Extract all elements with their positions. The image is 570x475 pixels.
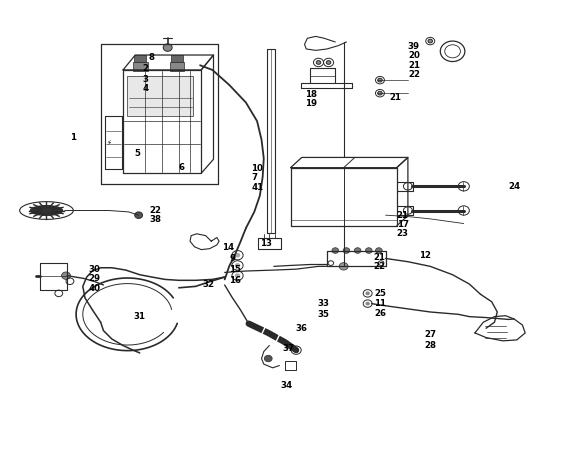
Text: 41: 41: [251, 183, 263, 192]
Bar: [170, 62, 185, 71]
Circle shape: [332, 248, 339, 253]
Text: 2: 2: [142, 65, 149, 74]
Text: 11: 11: [374, 299, 386, 308]
Text: 24: 24: [508, 182, 520, 191]
Text: 22: 22: [150, 206, 162, 215]
Circle shape: [365, 292, 370, 295]
Text: 21: 21: [373, 253, 385, 262]
Text: 32: 32: [202, 280, 214, 288]
Circle shape: [355, 248, 361, 253]
Text: 31: 31: [133, 312, 145, 321]
Text: 9: 9: [229, 254, 235, 263]
Text: 20: 20: [408, 51, 420, 60]
Text: 15: 15: [229, 265, 241, 274]
Text: 18: 18: [304, 90, 316, 99]
Text: ⚡: ⚡: [107, 140, 112, 145]
Bar: [134, 55, 146, 62]
Bar: [133, 62, 148, 71]
Text: 7: 7: [251, 173, 258, 182]
Text: 33: 33: [317, 299, 329, 308]
Text: 26: 26: [374, 309, 386, 318]
Text: 12: 12: [419, 251, 431, 260]
Circle shape: [339, 263, 348, 270]
Text: 3: 3: [142, 75, 149, 84]
Text: 22: 22: [408, 70, 420, 79]
Circle shape: [365, 248, 372, 253]
Text: 16: 16: [229, 276, 241, 285]
Circle shape: [327, 61, 331, 64]
Text: 27: 27: [425, 330, 437, 339]
Circle shape: [428, 39, 433, 43]
Text: 14: 14: [222, 243, 235, 252]
Text: 10: 10: [251, 164, 263, 173]
Text: 13: 13: [260, 238, 272, 247]
Text: 30: 30: [88, 265, 100, 274]
Text: 39: 39: [408, 42, 420, 51]
Text: 21: 21: [389, 94, 401, 102]
Bar: [128, 76, 193, 115]
Circle shape: [235, 253, 241, 257]
Circle shape: [365, 302, 370, 305]
Text: 40: 40: [88, 284, 100, 293]
Circle shape: [235, 273, 241, 278]
Circle shape: [264, 355, 272, 362]
Circle shape: [135, 212, 142, 218]
Text: 38: 38: [150, 215, 162, 224]
Ellipse shape: [30, 205, 63, 216]
Bar: [171, 55, 184, 62]
Circle shape: [163, 44, 172, 51]
Text: 37: 37: [282, 344, 294, 353]
Text: 6: 6: [179, 163, 185, 172]
Circle shape: [376, 248, 382, 253]
Text: 35: 35: [317, 310, 329, 319]
Text: 5: 5: [134, 149, 140, 158]
Circle shape: [62, 272, 71, 279]
Circle shape: [235, 263, 241, 268]
Circle shape: [343, 248, 350, 253]
Text: 4: 4: [142, 84, 149, 93]
Text: 28: 28: [425, 341, 437, 350]
Text: 23: 23: [397, 229, 409, 238]
Text: 36: 36: [295, 324, 307, 333]
Text: 17: 17: [397, 220, 409, 229]
Text: 34: 34: [280, 380, 292, 390]
Text: 21: 21: [397, 210, 409, 219]
Text: 21: 21: [408, 61, 420, 70]
Circle shape: [378, 78, 382, 82]
Text: 25: 25: [374, 289, 386, 298]
Text: 22: 22: [373, 262, 385, 271]
Text: 19: 19: [304, 99, 316, 108]
Circle shape: [294, 348, 299, 352]
Text: 1: 1: [70, 133, 76, 142]
Text: 8: 8: [148, 53, 154, 62]
Circle shape: [316, 61, 321, 64]
Circle shape: [378, 91, 382, 95]
Text: 29: 29: [88, 274, 100, 283]
